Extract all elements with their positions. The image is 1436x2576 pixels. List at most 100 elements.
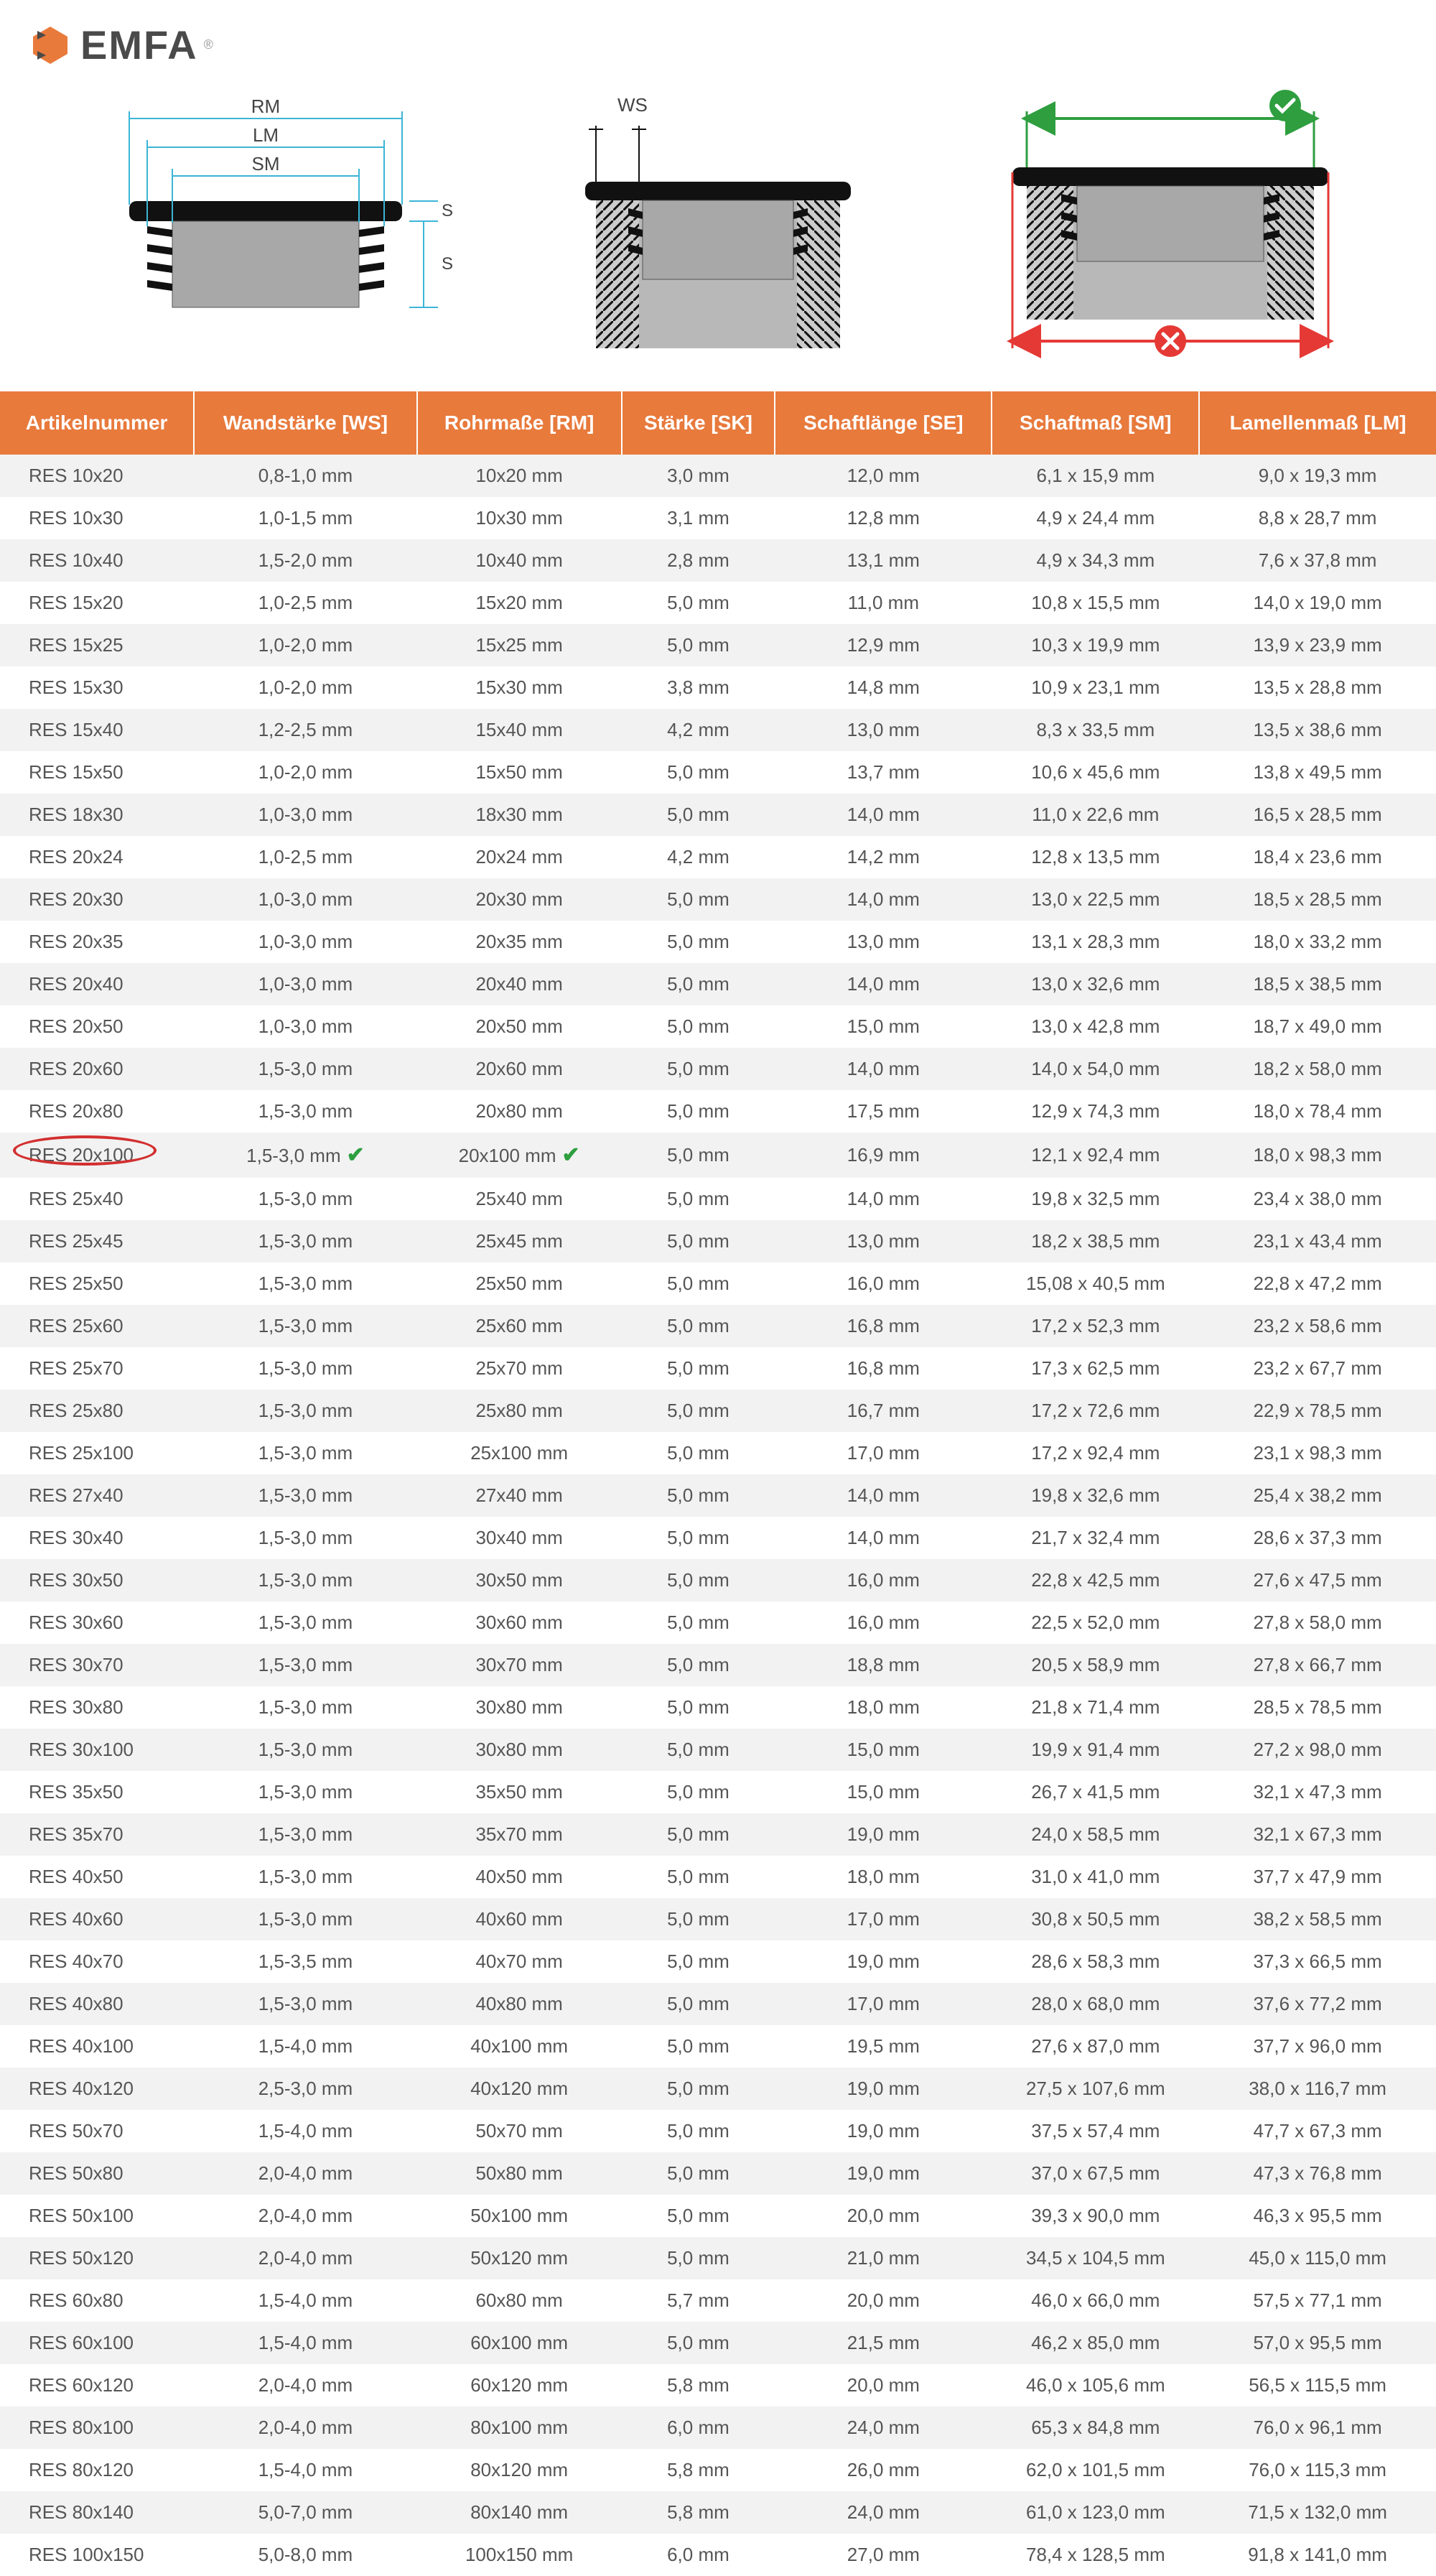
table-cell: 18,0 x 78,4 mm (1199, 1090, 1436, 1133)
table-cell: 46,0 x 105,6 mm (992, 2364, 1199, 2407)
table-cell: RES 25x40 (0, 1178, 194, 1220)
table-cell: 47,7 x 67,3 mm (1199, 2110, 1436, 2152)
table-row: RES 20x501,0-3,0 mm20x50 mm5,0 mm15,0 mm… (0, 1005, 1436, 1048)
table-cell: 12,9 mm (775, 624, 992, 666)
table-cell: 71,5 x 132,0 mm (1199, 2491, 1436, 2534)
table-cell: RES 15x20 (0, 582, 194, 624)
table-cell: 1,0-2,0 mm (194, 666, 417, 709)
table-cell: RES 25x45 (0, 1220, 194, 1263)
table-cell: RES 15x30 (0, 666, 194, 709)
table-cell: 50x80 mm (417, 2152, 622, 2195)
table-cell: 40x60 mm (417, 1898, 622, 1940)
table-cell: 10x20 mm (417, 455, 622, 497)
table-cell: 14,0 x 54,0 mm (992, 1048, 1199, 1090)
label-sm: SM (252, 153, 280, 175)
table-cell: 20,0 mm (775, 2279, 992, 2322)
table-cell: 7,6 x 37,8 mm (1199, 539, 1436, 582)
table-cell: 18,2 x 38,5 mm (992, 1220, 1199, 1263)
col-header-2: Rohrmaße [RM] (417, 391, 622, 455)
table-cell: 1,5-3,0 mm (194, 1305, 417, 1347)
table-cell: RES 20x24 (0, 836, 194, 878)
table-cell: RES 50x80 (0, 2152, 194, 2195)
table-cell: RES 10x20 (0, 455, 194, 497)
table-cell: 13,0 x 42,8 mm (992, 1005, 1199, 1048)
table-cell: 5,0 mm (622, 2025, 775, 2068)
table-cell: RES 15x50 (0, 751, 194, 794)
table-cell: 19,0 mm (775, 1813, 992, 1856)
table-cell: 1,5-3,0 mm (194, 1601, 417, 1644)
diagrams-row: RM LM SM SK SE WS (0, 83, 1436, 391)
table-cell: 5,0 mm (622, 1390, 775, 1432)
table-cell: 20,0 mm (775, 2364, 992, 2407)
table-cell: 5,0 mm (622, 1133, 775, 1178)
table-row: RES 20x301,0-3,0 mm20x30 mm5,0 mm14,0 mm… (0, 878, 1436, 921)
table-cell: 18,5 x 38,5 mm (1199, 963, 1436, 1005)
table-cell: 5,0 mm (622, 1983, 775, 2025)
table-cell: 4,2 mm (622, 836, 775, 878)
table-cell: 1,5-3,0 mm✔ (194, 1133, 417, 1178)
table-cell: 2,0-4,0 mm (194, 2152, 417, 2195)
table-cell: 12,8 x 13,5 mm (992, 836, 1199, 878)
table-cell: 80x100 mm (417, 2407, 622, 2449)
table-cell: RES 20x30 (0, 878, 194, 921)
table-cell: 24,0 mm (775, 2491, 992, 2534)
table-cell: 27,5 x 107,6 mm (992, 2068, 1199, 2110)
table-cell: 5,0 mm (622, 1856, 775, 1898)
table-cell: 15x50 mm (417, 751, 622, 794)
table-cell: 5,0 mm (622, 1559, 775, 1601)
col-header-6: Lamellenmaß [LM] (1199, 391, 1436, 455)
table-cell: 50x100 mm (417, 2195, 622, 2237)
table-cell: RES 30x70 (0, 1644, 194, 1686)
table-cell: 16,9 mm (775, 1133, 992, 1178)
table-cell: 76,0 x 96,1 mm (1199, 2407, 1436, 2449)
table-cell: 18,0 x 33,2 mm (1199, 921, 1436, 963)
table-cell: 1,0-2,0 mm (194, 751, 417, 794)
table-cell: RES 10x40 (0, 539, 194, 582)
table-cell: 1,0-3,0 mm (194, 794, 417, 836)
table-cell: 16,8 mm (775, 1305, 992, 1347)
table-cell: RES 25x70 (0, 1347, 194, 1390)
table-cell: RES 25x100 (0, 1432, 194, 1474)
table-row: RES 30x501,5-3,0 mm30x50 mm5,0 mm16,0 mm… (0, 1559, 1436, 1601)
table-cell: 2,0-4,0 mm (194, 2364, 417, 2407)
table-cell: 23,2 x 67,7 mm (1199, 1347, 1436, 1390)
table-cell: 18,7 x 49,0 mm (1199, 1005, 1436, 1048)
table-row: RES 10x401,5-2,0 mm10x40 mm2,8 mm13,1 mm… (0, 539, 1436, 582)
table-cell: 5,0-7,0 mm (194, 2491, 417, 2534)
table-cell: 1,5-3,0 mm (194, 1771, 417, 1813)
table-cell: RES 20x100 (0, 1133, 194, 1178)
table-cell: 65,3 x 84,8 mm (992, 2407, 1199, 2449)
table-cell: 11,0 x 22,6 mm (992, 794, 1199, 836)
table-cell: 17,2 x 72,6 mm (992, 1390, 1199, 1432)
label-lm: LM (253, 124, 279, 146)
table-cell: 60x120 mm (417, 2364, 622, 2407)
table-cell: 1,5-4,0 mm (194, 2110, 417, 2152)
table-cell: 18,0 x 98,3 mm (1199, 1133, 1436, 1178)
header: EMFA ® (0, 0, 1436, 83)
table-cell: 17,0 mm (775, 1898, 992, 1940)
table-cell: 14,8 mm (775, 666, 992, 709)
table-cell: 5,0-8,0 mm (194, 2534, 417, 2576)
table-cell: RES 60x100 (0, 2322, 194, 2364)
table-cell: RES 25x50 (0, 1263, 194, 1305)
table-cell: 2,8 mm (622, 539, 775, 582)
table-cell: 3,8 mm (622, 666, 775, 709)
table-cell: 1,5-3,0 mm (194, 1686, 417, 1729)
table-cell: 1,5-3,0 mm (194, 1517, 417, 1559)
table-cell: 40x100 mm (417, 2025, 622, 2068)
table-cell: RES 40x120 (0, 2068, 194, 2110)
table-cell: 14,2 mm (775, 836, 992, 878)
logo-icon (29, 24, 72, 67)
table-cell: 5,0 mm (622, 1601, 775, 1644)
table-cell: 19,9 x 91,4 mm (992, 1729, 1199, 1771)
table-cell: 30x50 mm (417, 1559, 622, 1601)
table-cell: 18,4 x 23,6 mm (1199, 836, 1436, 878)
table-cell: 25x80 mm (417, 1390, 622, 1432)
table-cell: 1,5-3,0 mm (194, 1178, 417, 1220)
table-cell: 1,5-3,0 mm (194, 1347, 417, 1390)
table-cell: 18,5 x 28,5 mm (1199, 878, 1436, 921)
table-cell: 14,0 mm (775, 878, 992, 921)
table-cell: 20x35 mm (417, 921, 622, 963)
table-cell: 40x50 mm (417, 1856, 622, 1898)
table-cell: 1,0-3,0 mm (194, 1005, 417, 1048)
